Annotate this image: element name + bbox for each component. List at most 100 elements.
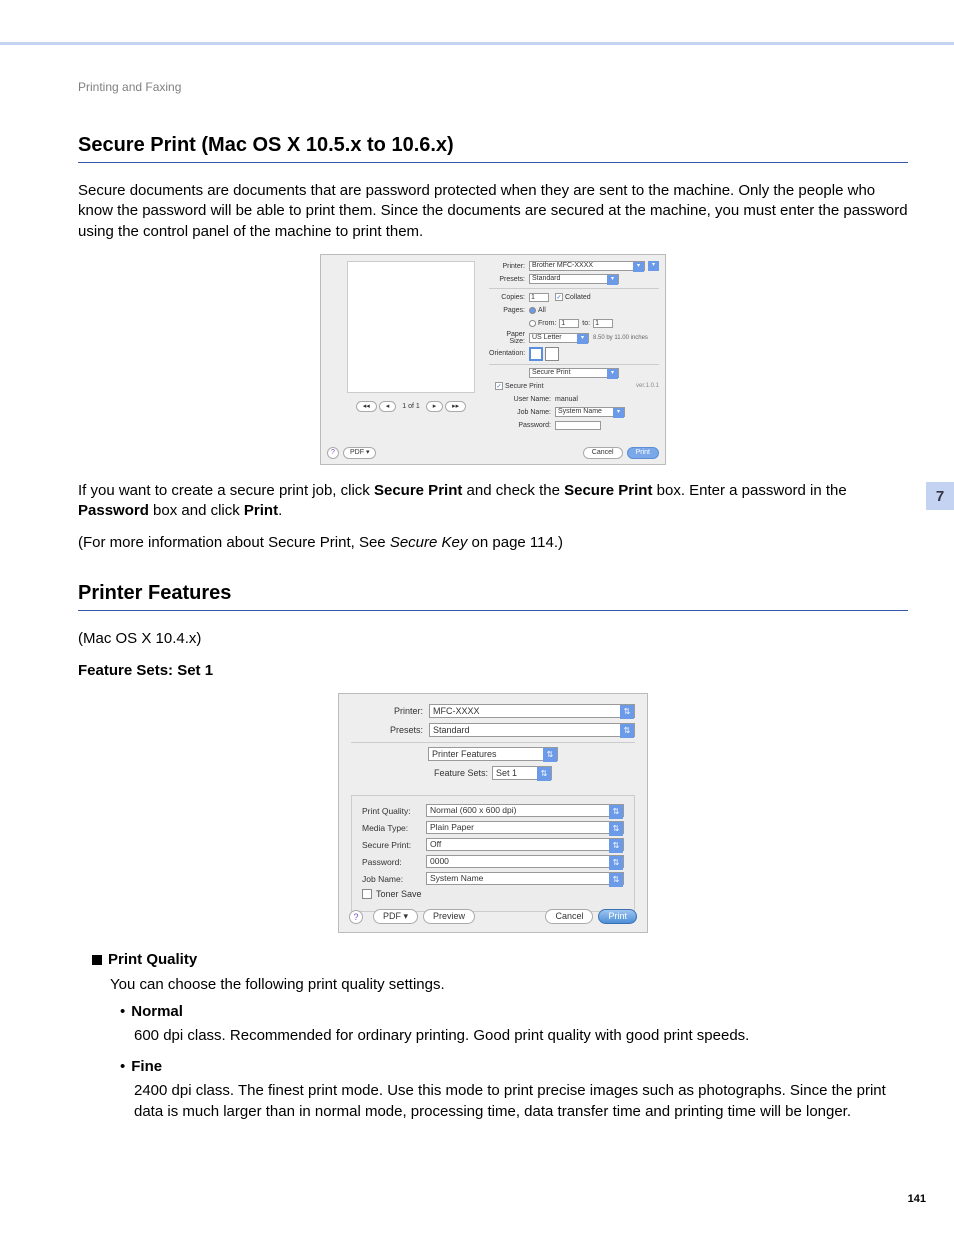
orientation-label: Orientation: bbox=[489, 350, 529, 357]
pq-select[interactable]: Normal (600 x 600 dpi)⇅ bbox=[426, 804, 624, 817]
chevron-down-icon: ⇅ bbox=[609, 856, 623, 870]
breadcrumb: Printing and Faxing bbox=[78, 80, 908, 94]
d2-presets-label: Presets: bbox=[351, 725, 429, 735]
presets-select[interactable]: Standard▾ bbox=[529, 274, 619, 284]
chevron-down-icon: ▾ bbox=[577, 334, 588, 344]
printer-info-button[interactable]: ▾ bbox=[648, 261, 659, 271]
chevron-down-icon: ⇅ bbox=[609, 822, 623, 836]
jn-select[interactable]: System Name⇅ bbox=[426, 872, 624, 885]
d2-preview-button[interactable]: Preview bbox=[423, 909, 475, 924]
secure-print-checkbox[interactable]: ✓ bbox=[495, 382, 503, 390]
d2-presets-select[interactable]: Standard⇅ bbox=[429, 723, 635, 737]
nav-last-button[interactable]: ▸▸ bbox=[445, 401, 466, 412]
nav-next-button[interactable]: ▸ bbox=[426, 401, 444, 412]
chevron-down-icon: ▾ bbox=[607, 369, 618, 379]
copies-input[interactable]: 1 bbox=[529, 293, 549, 302]
orientation-portrait-button[interactable] bbox=[529, 347, 543, 361]
chevron-down-icon: ⇅ bbox=[620, 705, 634, 719]
pages-all-radio[interactable] bbox=[529, 307, 536, 314]
top-accent-bar bbox=[0, 42, 954, 45]
mt-select[interactable]: Plain Paper⇅ bbox=[426, 821, 624, 834]
fine-label: Fine bbox=[131, 1058, 162, 1075]
chevron-down-icon: ⇅ bbox=[609, 805, 623, 819]
print-quality-heading: Print Quality bbox=[92, 951, 908, 968]
after-dialog-p2: (For more information about Secure Print… bbox=[78, 533, 908, 553]
papersize-note: 8.50 by 11.00 inches bbox=[593, 335, 648, 341]
presets-label: Presets: bbox=[489, 276, 529, 283]
collated-label: Collated bbox=[565, 294, 591, 301]
sp-label: Secure Print: bbox=[362, 840, 426, 850]
jobname-select[interactable]: System Name▾ bbox=[555, 407, 625, 417]
pw-select[interactable]: 0000⇅ bbox=[426, 855, 624, 868]
d2-printer-select[interactable]: MFC-XXXX⇅ bbox=[429, 704, 635, 718]
pages-from-label: From: bbox=[538, 320, 556, 327]
d2-cancel-button[interactable]: Cancel bbox=[545, 909, 593, 924]
orientation-landscape-button[interactable] bbox=[545, 347, 559, 361]
pages-from-input[interactable]: 1 bbox=[559, 319, 579, 328]
help-button[interactable]: ? bbox=[327, 447, 339, 459]
fine-desc: 2400 dpi class. The finest print mode. U… bbox=[92, 1081, 908, 1122]
sp-select[interactable]: Off⇅ bbox=[426, 838, 624, 851]
pw-label: Password: bbox=[362, 857, 426, 867]
jn-label: Job Name: bbox=[362, 874, 426, 884]
pdf-button[interactable]: PDF ▾ bbox=[343, 447, 376, 459]
pq-label: Print Quality: bbox=[362, 806, 426, 816]
normal-desc: 600 dpi class. Recommended for ordinary … bbox=[92, 1026, 908, 1046]
jobname-label: Job Name: bbox=[489, 409, 555, 416]
printer-label: Printer: bbox=[489, 263, 529, 270]
after-dialog-p1: If you want to create a secure print job… bbox=[78, 481, 908, 522]
username-value: manual bbox=[555, 396, 578, 403]
secure-print-dialog: ◂◂ ◂ 1 of 1 ▸ ▸▸ Printer: Brother MFC-XX… bbox=[320, 254, 666, 465]
page-number: 141 bbox=[908, 1193, 926, 1205]
print-quality-desc: You can choose the following print quali… bbox=[92, 976, 908, 993]
nav-first-button[interactable]: ◂◂ bbox=[356, 401, 377, 412]
normal-label: Normal bbox=[131, 1003, 183, 1020]
page-preview bbox=[347, 261, 475, 393]
section-title-secure-print: Secure Print (Mac OS X 10.5.x to 10.6.x) bbox=[78, 134, 908, 163]
square-bullet-icon bbox=[92, 955, 102, 965]
chevron-down-icon: ⇅ bbox=[543, 748, 557, 762]
pages-to-label: to: bbox=[582, 320, 590, 327]
d2-printer-label: Printer: bbox=[351, 706, 429, 716]
toner-save-label: Toner Save bbox=[376, 889, 422, 899]
password-label: Password: bbox=[489, 422, 555, 429]
cancel-button[interactable]: Cancel bbox=[583, 447, 623, 459]
d2-featuresets-select[interactable]: Set 1⇅ bbox=[492, 766, 552, 780]
username-label: User Name: bbox=[489, 396, 555, 403]
printer-select[interactable]: Brother MFC-XXXX▾ bbox=[529, 261, 645, 271]
preview-nav: ◂◂ ◂ 1 of 1 ▸ ▸▸ bbox=[347, 401, 475, 412]
collated-checkbox[interactable]: ✓ bbox=[555, 293, 563, 301]
printer-features-subtitle: (Mac OS X 10.4.x) bbox=[78, 629, 908, 649]
nav-page-text: 1 of 1 bbox=[402, 403, 420, 410]
d2-section-select[interactable]: Printer Features⇅ bbox=[428, 747, 558, 761]
page-content: Printing and Faxing Secure Print (Mac OS… bbox=[78, 80, 908, 1134]
version-text: ver.1.0.1 bbox=[636, 383, 659, 389]
panel-select[interactable]: Secure Print▾ bbox=[529, 368, 619, 378]
chevron-down-icon: ▾ bbox=[633, 262, 644, 272]
d2-pdf-button[interactable]: PDF ▾ bbox=[373, 909, 418, 924]
pages-label: Pages: bbox=[489, 307, 529, 314]
papersize-select[interactable]: US Letter▾ bbox=[529, 333, 589, 343]
chevron-down-icon: ⇅ bbox=[620, 724, 634, 738]
pages-all-label: All bbox=[538, 307, 546, 314]
d2-featuresets-label: Feature Sets: bbox=[434, 768, 488, 778]
nav-prev-button[interactable]: ◂ bbox=[379, 401, 397, 412]
d2-print-button[interactable]: Print bbox=[598, 909, 637, 924]
copies-label: Copies: bbox=[489, 294, 529, 301]
secure-print-label: Secure Print bbox=[505, 383, 544, 390]
chevron-down-icon: ▾ bbox=[607, 275, 618, 285]
password-input[interactable] bbox=[555, 421, 601, 430]
pages-to-input[interactable]: 1 bbox=[593, 319, 613, 328]
print-button[interactable]: Print bbox=[627, 447, 659, 459]
papersize-label: Paper Size: bbox=[489, 331, 529, 345]
section-title-printer-features: Printer Features bbox=[78, 582, 908, 611]
chevron-down-icon: ⇅ bbox=[609, 873, 623, 887]
feature-sets-label: Feature Sets: Set 1 bbox=[78, 661, 908, 681]
chevron-down-icon: ⇅ bbox=[537, 767, 551, 781]
pages-from-radio[interactable] bbox=[529, 320, 536, 327]
toner-save-checkbox[interactable] bbox=[362, 889, 372, 899]
printer-features-dialog: Printer: MFC-XXXX⇅ Presets: Standard⇅ Pr… bbox=[338, 693, 648, 933]
intro-paragraph: Secure documents are documents that are … bbox=[78, 181, 908, 242]
chevron-down-icon: ⇅ bbox=[609, 839, 623, 853]
d2-help-button[interactable]: ? bbox=[349, 910, 363, 924]
